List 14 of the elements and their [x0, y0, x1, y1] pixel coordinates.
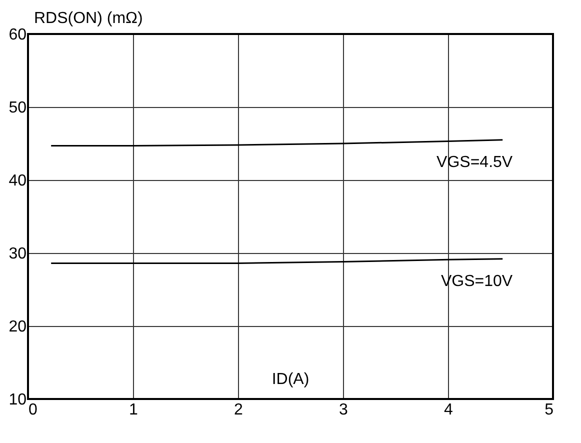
x-axis-title: ID(A): [272, 371, 310, 388]
y-axis-title: RDS(ON) (mΩ): [34, 10, 143, 27]
y-tick-label: 40: [8, 172, 27, 190]
y-tick-label: 30: [8, 246, 27, 262]
y-tick-label: 10: [8, 392, 27, 408]
y-tick-label: 50: [8, 100, 27, 116]
x-tick-label: 0: [28, 402, 38, 418]
x-tick-label: 4: [444, 402, 454, 418]
y-tick-label: 20: [8, 318, 27, 336]
x-tick-label: 1: [129, 402, 138, 418]
x-tick-label: 5: [544, 402, 554, 418]
x-tick-label: 2: [234, 402, 244, 418]
y-tick-label: 60: [8, 26, 27, 44]
x-tick-label: 3: [339, 402, 348, 418]
